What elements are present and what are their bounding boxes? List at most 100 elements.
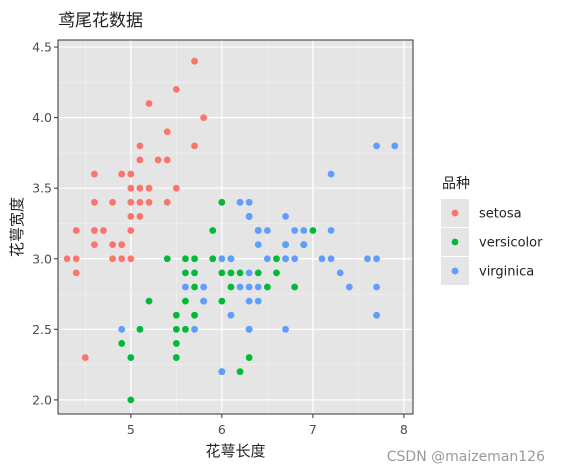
virginica-point xyxy=(391,142,399,150)
setosa-point xyxy=(136,156,144,164)
virginica-point xyxy=(245,198,253,206)
virginica-point xyxy=(254,283,262,291)
versicolor-point xyxy=(309,227,317,234)
axes xyxy=(54,39,414,418)
versicolor-point xyxy=(118,340,126,347)
setosa-point xyxy=(163,128,171,136)
versicolor-point xyxy=(145,297,153,305)
setosa-point xyxy=(145,100,153,107)
virginica-point xyxy=(318,255,326,263)
setosa-point xyxy=(154,156,162,164)
series-virginica xyxy=(118,142,399,376)
virginica-point xyxy=(282,213,289,220)
setosa-point xyxy=(72,255,80,263)
panel-border xyxy=(57,39,414,415)
virginica-point xyxy=(245,297,253,305)
setosa-point xyxy=(91,170,98,178)
virginica-point xyxy=(327,227,335,234)
versicolor-point xyxy=(209,255,217,263)
setosa-point xyxy=(200,114,208,122)
virginica-point xyxy=(254,297,262,305)
virginica-point xyxy=(263,255,271,263)
setosa-point xyxy=(91,198,98,206)
virginica-point xyxy=(200,297,208,305)
legend: 品种 setosa versicolor virginica xyxy=(441,176,543,285)
versicolor-point xyxy=(127,354,135,361)
versicolor-point xyxy=(191,283,198,291)
y-tick-label: 3.5 xyxy=(32,181,52,196)
legend-label-versicolor: versicolor xyxy=(479,236,543,251)
setosa-point xyxy=(172,184,180,192)
setosa-point xyxy=(91,227,98,234)
versicolor-point xyxy=(182,255,189,263)
versicolor-point xyxy=(218,297,226,305)
setosa-point xyxy=(127,213,135,220)
virginica-point xyxy=(245,269,253,277)
virginica-point xyxy=(236,283,244,291)
setosa-point xyxy=(127,255,135,263)
y-tick-label: 4.0 xyxy=(32,110,52,125)
virginica-point xyxy=(245,325,253,333)
legend-label-virginica: virginica xyxy=(479,265,534,280)
setosa-point xyxy=(72,227,80,234)
versicolor-point xyxy=(172,354,180,361)
virginica-point xyxy=(282,241,289,249)
setosa-point xyxy=(127,170,135,178)
versicolor-point xyxy=(273,269,280,277)
virginica-point xyxy=(336,269,344,277)
virginica-point xyxy=(118,325,126,333)
setosa-point xyxy=(72,269,80,277)
setosa-point xyxy=(100,227,107,234)
setosa-point xyxy=(136,213,144,220)
virginica-point xyxy=(373,311,380,319)
legend-key-virginica xyxy=(451,267,459,275)
versicolor-point xyxy=(127,396,135,404)
versicolor-point xyxy=(209,227,217,234)
setosa-point xyxy=(63,255,71,263)
versicolor-point xyxy=(291,283,299,291)
setosa-point xyxy=(145,184,153,192)
setosa-point xyxy=(127,184,135,192)
setosa-point xyxy=(109,255,117,263)
virginica-point xyxy=(245,213,253,220)
versicolor-point xyxy=(227,283,235,291)
virginica-point xyxy=(282,255,289,263)
virginica-point xyxy=(236,198,244,206)
tick-labels: 5 6 7 8 2.0 2.5 3.0 3.5 4.0 4.5 xyxy=(32,40,408,437)
legend-key-versicolor xyxy=(451,238,459,246)
virginica-point xyxy=(327,255,335,263)
x-tick-label: 6 xyxy=(218,422,226,437)
versicolor-point xyxy=(263,283,271,291)
virginica-point xyxy=(373,142,380,150)
chart-title: 鸢尾花数据 xyxy=(58,11,143,31)
setosa-point xyxy=(191,142,198,150)
setosa-point xyxy=(127,227,135,234)
legend-key-setosa xyxy=(451,209,459,217)
versicolor-point xyxy=(191,269,198,277)
versicolor-point xyxy=(254,269,262,277)
y-tick-label: 2.0 xyxy=(32,392,52,407)
legend-label-setosa: setosa xyxy=(479,207,522,222)
versicolor-point xyxy=(236,368,244,376)
versicolor-point xyxy=(191,255,198,263)
versicolor-point xyxy=(273,255,280,263)
virginica-point xyxy=(182,283,189,291)
virginica-point xyxy=(191,325,198,333)
x-tick-label: 5 xyxy=(127,422,135,437)
virginica-point xyxy=(345,283,353,291)
versicolor-point xyxy=(182,269,189,277)
versicolor-point xyxy=(227,269,235,277)
setosa-point xyxy=(191,57,198,65)
setosa-point xyxy=(118,255,126,263)
y-axis-title: 花萼宽度 xyxy=(8,197,26,257)
virginica-point xyxy=(254,227,262,234)
setosa-point xyxy=(163,156,171,164)
versicolor-point xyxy=(172,325,180,333)
y-tick-label: 3.0 xyxy=(32,251,52,266)
virginica-point xyxy=(373,255,380,263)
versicolor-point xyxy=(172,311,180,319)
setosa-point xyxy=(91,241,98,249)
legend-title: 品种 xyxy=(442,176,470,192)
setosa-point xyxy=(145,198,153,206)
